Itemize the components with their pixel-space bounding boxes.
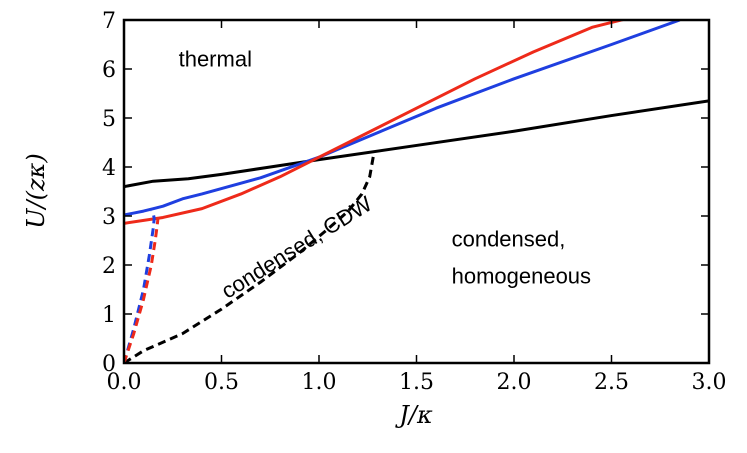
y-tick-label: 0 xyxy=(102,352,116,377)
y-tick-label: 5 xyxy=(102,107,116,132)
x-axis-label: J/κ xyxy=(394,401,433,429)
y-tick-label: 4 xyxy=(102,156,116,181)
series-line-red-dashed xyxy=(124,216,160,363)
x-tick-label: 1.0 xyxy=(302,370,337,395)
region-label: thermal xyxy=(179,47,252,72)
x-tick-label: 2.0 xyxy=(497,370,532,395)
series-line-black-dashed xyxy=(124,154,376,363)
series-line-blue-solid xyxy=(124,20,681,217)
region-label: condensed, xyxy=(452,226,566,251)
y-tick-label: 7 xyxy=(102,9,116,34)
x-tick-label: 2.5 xyxy=(594,370,629,395)
plot-series-group xyxy=(124,20,709,363)
y-axis-label: U/(zκ) xyxy=(22,153,50,228)
y-tick-label: 6 xyxy=(102,58,116,83)
series-line-red-solid xyxy=(124,20,628,225)
x-tick-label: 0.5 xyxy=(204,370,239,395)
region-label: homogeneous xyxy=(452,264,591,289)
x-tick-label: 0.0 xyxy=(107,370,142,395)
region-labels: thermal condensed, homogeneous condensed, C… xyxy=(179,47,591,304)
series-line-blue-dashed xyxy=(124,210,156,363)
series-line-black-solid xyxy=(124,99,709,189)
y-tick-label: 3 xyxy=(102,205,116,230)
y-tick-label: 1 xyxy=(102,303,116,328)
x-tick-label: 3.0 xyxy=(692,370,727,395)
axis-ticks: 0.0 0.5 1.0 1.5 2.0 2.5 3.0 0 1 2 3 4 5 6 7 xyxy=(102,9,727,395)
region-label: condensed, CDW xyxy=(217,191,377,304)
y-tick-label: 2 xyxy=(102,254,116,279)
x-tick-label: 1.5 xyxy=(399,370,434,395)
